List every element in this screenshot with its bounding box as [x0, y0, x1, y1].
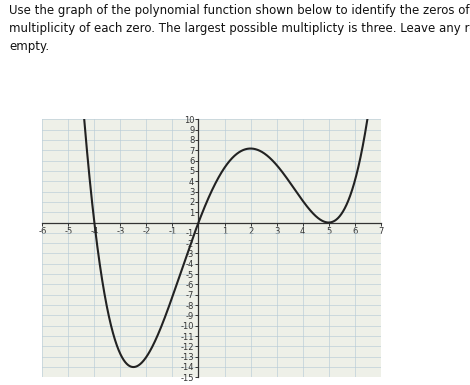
Text: Use the graph of the polynomial function shown below to identify the zeros of th: Use the graph of the polynomial function…	[9, 4, 470, 53]
